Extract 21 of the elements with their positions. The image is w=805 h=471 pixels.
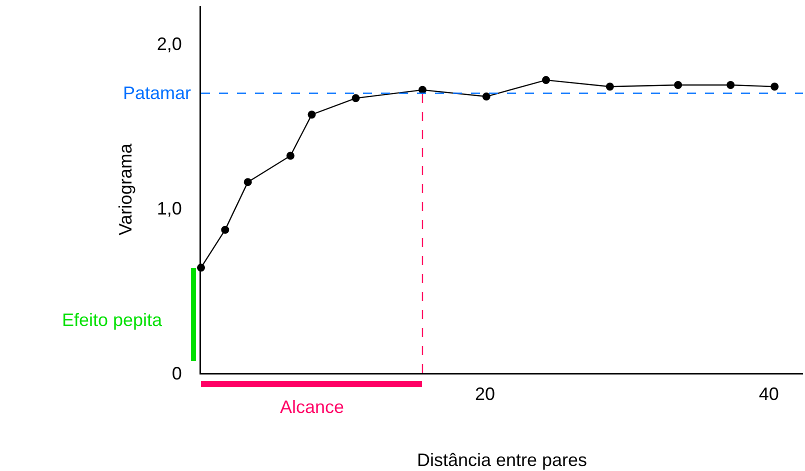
point [308, 110, 316, 119]
y-tick-label: 1,0 [156, 198, 182, 219]
point [352, 94, 360, 102]
x-tick-label: 40 [758, 384, 779, 404]
point [221, 226, 230, 234]
x-axis-title: Distância entre pares [416, 450, 588, 470]
text: Efeito pepita [62, 310, 164, 330]
point [286, 152, 294, 160]
point [244, 178, 252, 186]
point [606, 82, 614, 91]
point [726, 81, 735, 89]
y-tick-label: 2,0 [156, 34, 182, 54]
ref-line-label: Patamar [123, 83, 192, 103]
y-axis-title: Variograma [115, 142, 136, 236]
text: Alcance [280, 397, 344, 417]
x-tick-label: 20 [474, 384, 495, 404]
point [542, 76, 550, 84]
y-tick-label: 0 [172, 363, 182, 384]
point [482, 92, 490, 101]
point [674, 81, 682, 89]
point [770, 82, 779, 91]
